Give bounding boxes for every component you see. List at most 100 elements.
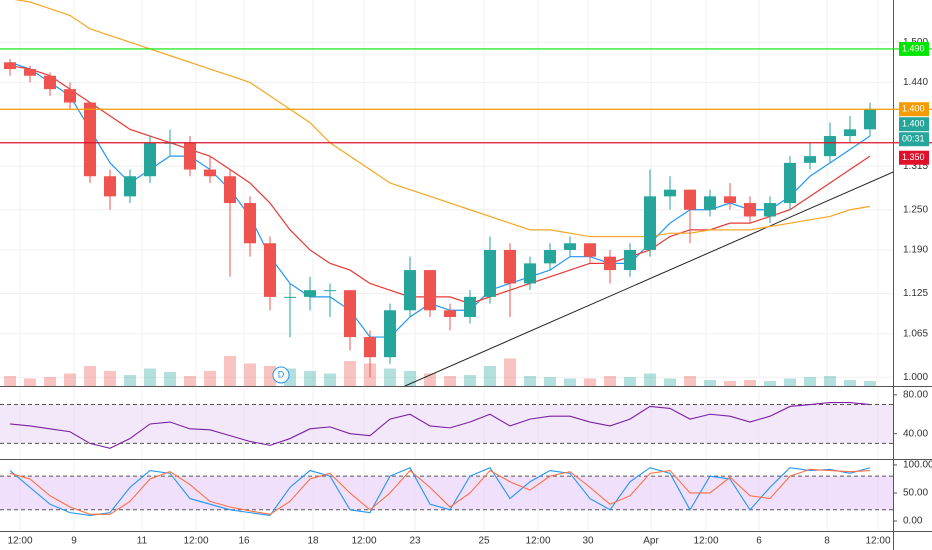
candle-body [704,196,716,210]
volume-bar [764,381,776,386]
volume-bar [24,378,36,386]
volume-bar [384,368,396,386]
countdown-box [899,132,929,147]
volume-bar [124,375,136,386]
volume-bar [684,376,696,386]
y-tick-label: 1.000 [903,372,928,383]
price-line-box [899,41,929,56]
candle-body [64,89,76,103]
volume-bar [184,376,196,386]
volume-bar [524,376,536,386]
candle-body [224,176,236,204]
x-tick-label: 12:00 [7,536,32,547]
dividend-label: D [278,369,285,379]
volume-bar [244,363,256,386]
price-line-box [899,102,929,117]
x-tick-label: Apr [643,536,659,547]
volume-bar [644,373,656,386]
candle-body [44,75,56,90]
candle-body [764,203,776,217]
x-tick-label: 11 [137,536,148,547]
y-tick-label: 1.190 [903,245,928,256]
candle-body [364,337,376,358]
candle-body [444,310,456,317]
candle-body [264,243,276,297]
candle-body [464,296,476,317]
price-line-label: 1.400 [902,104,925,114]
volume-bar [724,381,736,386]
volume-bar [704,380,716,386]
y-tick-label: 100.00 [903,460,932,471]
moving-average [14,0,871,238]
volume-bar [604,376,616,386]
candle-body [744,203,756,217]
candle-body [204,169,216,177]
x-tick-label: 23 [409,536,421,547]
x-tick-label: 12:00 [351,536,376,547]
last-price-label: 1.400 [902,119,925,129]
candle-body [84,102,96,177]
candle-body [644,196,656,250]
candle-body [484,249,496,297]
candle-body [4,62,16,70]
x-tick-label: 12:00 [525,536,550,547]
candle-body [324,290,336,292]
volume-bar [844,380,856,386]
candle-body [564,243,576,250]
moving-average [9,65,871,305]
x-tick-label: 6 [756,536,762,547]
y-tick-label: 0.00 [903,516,923,527]
y-tick-label: 1.250 [903,204,928,215]
candle-body [664,189,676,197]
volume-bar [344,361,356,386]
candle-body [144,142,156,177]
volume-bar [204,371,216,386]
candle-body [864,109,876,130]
indicator-line [9,467,871,517]
volume-bar [484,366,496,386]
volume-bar [144,368,156,386]
plot-area [0,0,893,386]
volume-bar [624,377,636,386]
y-tick-label: 40.00 [903,428,928,439]
volume-bar [84,366,96,386]
volume-bar [824,376,836,386]
volume-bar [444,376,456,386]
trend-line [404,171,893,386]
x-tick-label: 16 [238,536,250,547]
indicator-line [9,402,871,449]
candle-body [584,243,596,257]
x-tick-label: 25 [478,536,490,547]
candle-body [104,176,116,197]
countdown-label: 00:31 [902,134,925,144]
x-tick-label: 18 [307,536,319,547]
indicator-band [0,476,893,510]
volume-bar [464,375,476,386]
candle-body [424,270,436,311]
x-tick-label: 8 [824,536,830,547]
y-tick-label: 1.440 [903,77,928,88]
volume-bar [44,377,56,386]
x-tick-label: 9 [71,536,77,547]
x-tick-label: 12:00 [865,536,890,547]
volume-bar [864,381,876,386]
candle-body [544,249,556,264]
volume-bar [784,378,796,386]
candle-body [684,189,696,210]
indicator-band [0,404,893,444]
candle-body [304,290,316,297]
volume-bar [324,373,336,386]
volume-bar [544,377,556,386]
volume-bar [564,378,576,386]
volume-bar [104,371,116,386]
volume-bar [264,366,276,386]
y-tick-label: 1.125 [903,288,928,299]
y-tick-label: 1.315 [903,161,928,172]
candle-body [284,296,296,298]
volume-bar [664,378,676,386]
candle-body [784,162,796,204]
y-tick-label: 80.00 [903,389,928,400]
candle-body [344,290,356,338]
